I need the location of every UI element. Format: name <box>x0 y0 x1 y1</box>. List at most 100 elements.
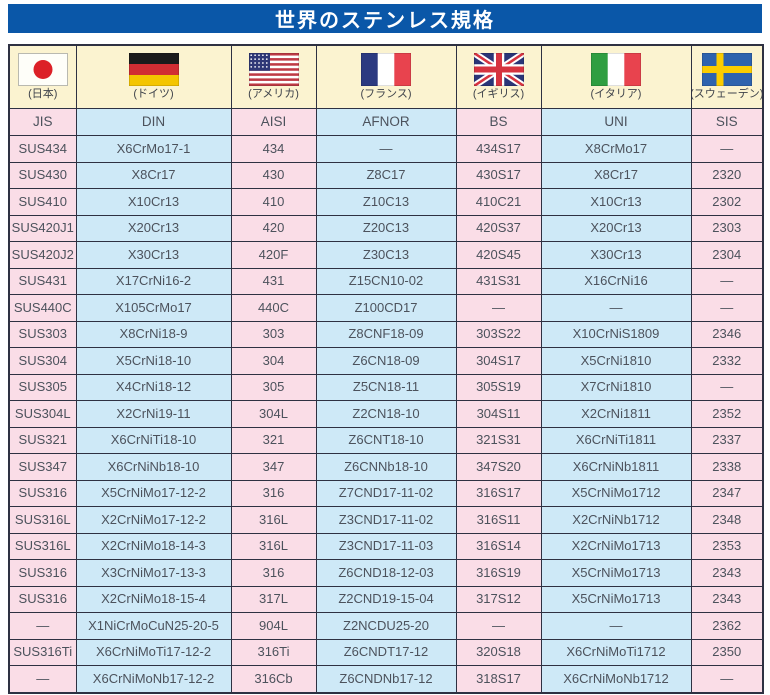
table-cell: — <box>690 665 764 693</box>
table-cell: X4CrNi18-12 <box>75 373 232 401</box>
table-cell: Z2CND19-15-04 <box>315 585 457 613</box>
table-cell: 410 <box>230 188 317 216</box>
table-cell: 321 <box>230 426 317 454</box>
table-row: — X1NiCrMoCuN25-20-5 904L Z2NCDU25-20— —2362 <box>8 612 764 640</box>
table-row: SUS304 X5CrNi18-10 304 Z6CN18-09 304S17 X5CrN… <box>8 347 764 375</box>
table-cell: 316S19 <box>455 559 542 587</box>
table-cell: 321S31 <box>455 426 542 454</box>
table-cell: SUS305 <box>8 373 77 401</box>
table-cell: X2CrNi1811 <box>540 400 692 428</box>
table-cell: 440C <box>230 294 317 322</box>
standard-name-cell: DIN <box>75 108 232 136</box>
table-cell: Z8CNF18-09 <box>315 320 457 348</box>
germany-flag-icon <box>128 53 179 87</box>
table-cell: — <box>690 135 764 163</box>
table-cell: X5CrNi1810 <box>540 347 692 375</box>
table-cell: X20Cr13 <box>540 214 692 242</box>
table-cell: SUS316L <box>8 532 77 560</box>
table-cell: 2303 <box>690 214 764 242</box>
table-cell: 2347 <box>690 479 764 507</box>
table-cell: SUS440C <box>8 294 77 322</box>
table-cell: Z30C13 <box>315 241 457 269</box>
country-header-cell: (イタリア) <box>540 44 692 109</box>
table-cell: 304 <box>230 347 317 375</box>
standard-name-cell: AFNOR <box>315 108 457 136</box>
table-cell: 2346 <box>690 320 764 348</box>
table-cell: Z6CNDNb17-12 <box>315 665 457 693</box>
table-cell: 316 <box>230 559 317 587</box>
table-cell: SUS431 <box>8 267 77 295</box>
table-cell: X10Cr13 <box>540 188 692 216</box>
table-cell: 316Cb <box>230 665 317 693</box>
table-row: SUS434 X6CrMo17-1 434—434S17 X8CrMo17— <box>8 135 764 163</box>
standard-name-cell: JIS <box>8 108 77 136</box>
table-cell: X6CrNiTi18-10 <box>75 426 232 454</box>
table-cell: 316S11 <box>455 506 542 534</box>
standard-name-cell: AISI <box>230 108 317 136</box>
table-cell: SUS316L <box>8 506 77 534</box>
table-cell: X6CrNiTi1811 <box>540 426 692 454</box>
table-cell: 318S17 <box>455 665 542 693</box>
table-cell: SUS316 <box>8 559 77 587</box>
country-header-cell: (フランス) <box>315 44 457 109</box>
table-cell: 317S12 <box>455 585 542 613</box>
table-cell: 2343 <box>690 559 764 587</box>
table-row: SUS316 X2CrNiMo18-15-4 317L Z2CND19-15-04 31… <box>8 585 764 613</box>
italy-flag-icon <box>591 53 641 87</box>
table-cell: X8Cr17 <box>75 161 232 189</box>
table-row: SUS305 X4CrNi18-12 305 Z5CN18-11 305S19 X7CrN… <box>8 373 764 401</box>
table-cell: Z3CND17-11-02 <box>315 506 457 534</box>
table-cell: X16CrNi16 <box>540 267 692 295</box>
table-cell: 904L <box>230 612 317 640</box>
table-cell: — <box>690 373 764 401</box>
table-row: SUS410 X10Cr13 410 Z10C13 410C21 X10Cr13 2302 <box>8 188 764 216</box>
table-cell: — <box>315 135 457 163</box>
table-cell: X20Cr13 <box>75 214 232 242</box>
table-cell: X105CrMo17 <box>75 294 232 322</box>
table-cell: 347 <box>230 453 317 481</box>
table-cell: Z100CD17 <box>315 294 457 322</box>
table-cell: Z6CNNb18-10 <box>315 453 457 481</box>
table-row: SUS304L X2CrNi19-11 304L Z2CN18-10 304S11 X2C… <box>8 400 764 428</box>
table-cell: Z15CN10-02 <box>315 267 457 295</box>
country-header-cell: (イギリス) <box>455 44 542 109</box>
table-cell: 2353 <box>690 532 764 560</box>
table-cell: Z2CN18-10 <box>315 400 457 428</box>
table-cell: 305S19 <box>455 373 542 401</box>
table-cell: X2CrNiNb1712 <box>540 506 692 534</box>
table-cell: 420S45 <box>455 241 542 269</box>
table-cell: X7CrNi1810 <box>540 373 692 401</box>
country-header-cell: (ドイツ) <box>75 44 232 109</box>
table-cell: Z6CNDT17-12 <box>315 638 457 666</box>
table-cell: X8CrNi18-9 <box>75 320 232 348</box>
table-cell: — <box>690 267 764 295</box>
standard-name-cell: UNI <box>540 108 692 136</box>
page-title: 世界のステンレス規格 <box>275 10 495 32</box>
table-cell: 2338 <box>690 453 764 481</box>
table-cell: SUS434 <box>8 135 77 163</box>
standard-name-cell: BS <box>455 108 542 136</box>
country-label: (ドイツ) <box>133 88 174 101</box>
table-cell: X2CrNiMo17-12-2 <box>75 506 232 534</box>
table-cell: X6CrMo17-1 <box>75 135 232 163</box>
table-cell: — <box>540 294 692 322</box>
table-cell: Z3CND17-11-03 <box>315 532 457 560</box>
table-cell: X6CrNiNb18-10 <box>75 453 232 481</box>
table-row: SUS420J2 X30Cr13 420F Z30C13 420S45 X30Cr13 23… <box>8 241 764 269</box>
table-cell: 320S18 <box>455 638 542 666</box>
table-cell: Z5CN18-11 <box>315 373 457 401</box>
table-cell: SUS316 <box>8 585 77 613</box>
table-cell: 316S14 <box>455 532 542 560</box>
country-label: (イギリス) <box>472 88 525 101</box>
table-cell: Z6CNT18-10 <box>315 426 457 454</box>
country-header-cell: (スウェーデン) <box>690 44 764 109</box>
table-cell: 2348 <box>690 506 764 534</box>
country-label: (アメリカ) <box>248 88 299 101</box>
table-cell: 2337 <box>690 426 764 454</box>
table-cell: 2362 <box>690 612 764 640</box>
table-cell: X30Cr13 <box>540 241 692 269</box>
table-row: SUS347 X6CrNiNb18-10 347 Z6CNNb18-10 347S20 X… <box>8 453 764 481</box>
table-cell: X2CrNiMo18-14-3 <box>75 532 232 560</box>
table-cell: X30Cr13 <box>75 241 232 269</box>
table-cell: SUS420J1 <box>8 214 77 242</box>
